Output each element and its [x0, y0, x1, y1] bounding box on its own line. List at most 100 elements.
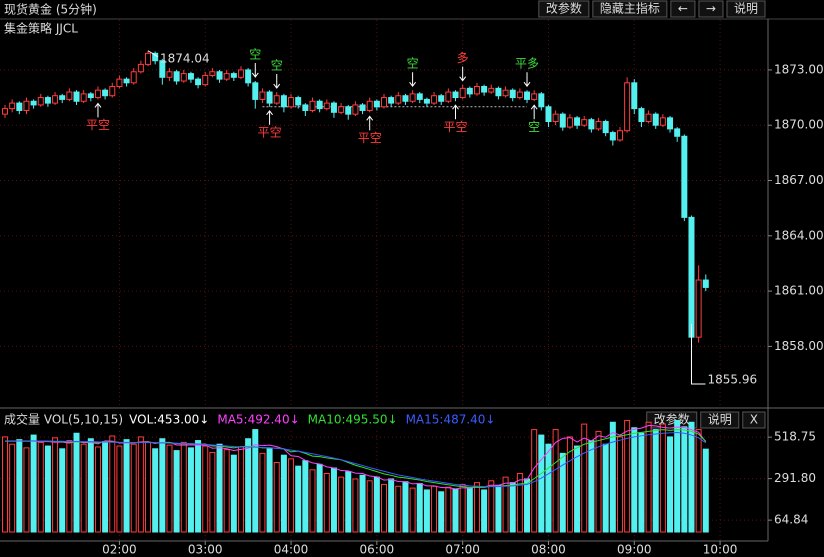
- volume-bar: [473, 482, 480, 533]
- candle-body: [595, 121, 602, 130]
- volume-bar: [545, 443, 552, 533]
- signal-label: 空: [528, 120, 540, 134]
- signal-label: 空: [271, 59, 283, 73]
- candle-body: [16, 102, 23, 111]
- button-frame[interactable]: [698, 0, 724, 18]
- x-tick-label: 10:00: [703, 543, 738, 557]
- volume-bar: [438, 491, 445, 533]
- candle-body: [80, 93, 87, 102]
- button[interactable]: ←: [670, 0, 696, 18]
- volume-bar: [2, 436, 9, 533]
- button-label[interactable]: 说明: [708, 412, 732, 427]
- y-tick-label: 1867.00: [774, 173, 824, 187]
- button-label[interactable]: ←: [678, 2, 688, 16]
- candle-body: [452, 91, 459, 99]
- y-tick-label: 1870.00: [774, 118, 824, 132]
- candle-body: [87, 93, 94, 99]
- x-tick-label: 09:00: [617, 543, 652, 557]
- signal-label: 空: [407, 57, 419, 71]
- volume-bar: [409, 487, 416, 533]
- candle-body: [395, 95, 402, 104]
- volume-bar: [416, 483, 423, 533]
- volume-bar: [23, 447, 30, 533]
- volume-bar: [373, 476, 380, 533]
- volume-bar: [674, 419, 681, 533]
- volume-bar: [123, 439, 130, 533]
- y-tick-label: 1861.00: [774, 284, 824, 298]
- volume-bar: [280, 454, 287, 533]
- high-label: 1874.04: [160, 51, 210, 65]
- volume-bar: [688, 421, 695, 533]
- button-label[interactable]: 说明: [734, 1, 758, 16]
- y-tick-label: 518.75: [774, 430, 816, 444]
- volume-bar: [73, 432, 80, 533]
- candle-body: [94, 89, 101, 99]
- candle-body: [330, 102, 337, 113]
- candle-body: [280, 95, 287, 108]
- candle-body: [488, 87, 495, 93]
- legend-entry: MA10:495.50↓: [308, 413, 398, 427]
- candle-body: [195, 78, 202, 86]
- candle-body: [9, 102, 16, 110]
- button[interactable]: →: [698, 0, 724, 18]
- volume-bar: [66, 440, 73, 533]
- candle-body: [388, 97, 395, 104]
- button[interactable]: 改参数: [538, 0, 590, 18]
- candle-body: [531, 93, 538, 100]
- signal-label: 平空: [358, 131, 382, 145]
- volume-bar: [509, 482, 516, 533]
- volume-bar: [180, 441, 187, 533]
- volume-bar: [359, 474, 366, 533]
- volume-bar: [609, 421, 616, 533]
- candle-body: [366, 100, 373, 111]
- signal-label: 空: [249, 47, 261, 61]
- volume-bar: [581, 423, 588, 533]
- button[interactable]: 隐藏主指标: [592, 0, 668, 18]
- volume-bar: [402, 481, 409, 533]
- button[interactable]: 说明: [726, 0, 766, 18]
- volume-bar: [137, 436, 144, 533]
- volume-bar: [202, 445, 209, 533]
- volume-bar: [652, 429, 659, 533]
- candle-body: [423, 98, 430, 104]
- candle-body: [359, 104, 366, 111]
- x-tick-label: 07:00: [445, 543, 480, 557]
- button-label[interactable]: 隐藏主指标: [600, 1, 660, 16]
- low-label: 1855.96: [707, 372, 757, 386]
- button-label[interactable]: →: [706, 2, 716, 16]
- volume-bar: [309, 469, 316, 533]
- button[interactable]: X: [742, 411, 766, 429]
- volume-bar: [44, 445, 51, 533]
- signal-arrow: [530, 104, 538, 120]
- volume-bar: [566, 436, 573, 533]
- candle-body: [559, 113, 566, 128]
- volume-bar: [488, 480, 495, 533]
- button-label[interactable]: 改参数: [546, 1, 582, 16]
- volume-bar: [166, 444, 173, 533]
- x-tick-label: 04:00: [274, 543, 309, 557]
- button[interactable]: 改参数: [646, 411, 698, 429]
- signal-arrow: [273, 74, 281, 89]
- volume-bar: [94, 446, 101, 533]
- volume-bar: [574, 445, 581, 533]
- button-frame[interactable]: [726, 0, 766, 18]
- volume-bar: [516, 472, 523, 533]
- candle-body: [252, 82, 259, 100]
- button-label[interactable]: X: [750, 413, 758, 427]
- button-label[interactable]: 改参数: [654, 412, 690, 427]
- volume-bar: [59, 448, 66, 533]
- candle-body: [66, 91, 73, 100]
- signal-label: 多: [457, 51, 469, 65]
- button-frame[interactable]: [670, 0, 696, 18]
- button[interactable]: 说明: [700, 411, 740, 429]
- button-frame[interactable]: [592, 0, 668, 18]
- button-frame[interactable]: [742, 411, 766, 429]
- button-frame[interactable]: [700, 411, 740, 429]
- x-tick-label: 06:00: [360, 543, 395, 557]
- candle-body: [130, 71, 137, 84]
- button-frame[interactable]: [538, 0, 590, 18]
- legend-entry: VOL:453.00↓: [129, 413, 209, 427]
- volume-bar: [9, 443, 16, 533]
- candle-body: [688, 216, 695, 338]
